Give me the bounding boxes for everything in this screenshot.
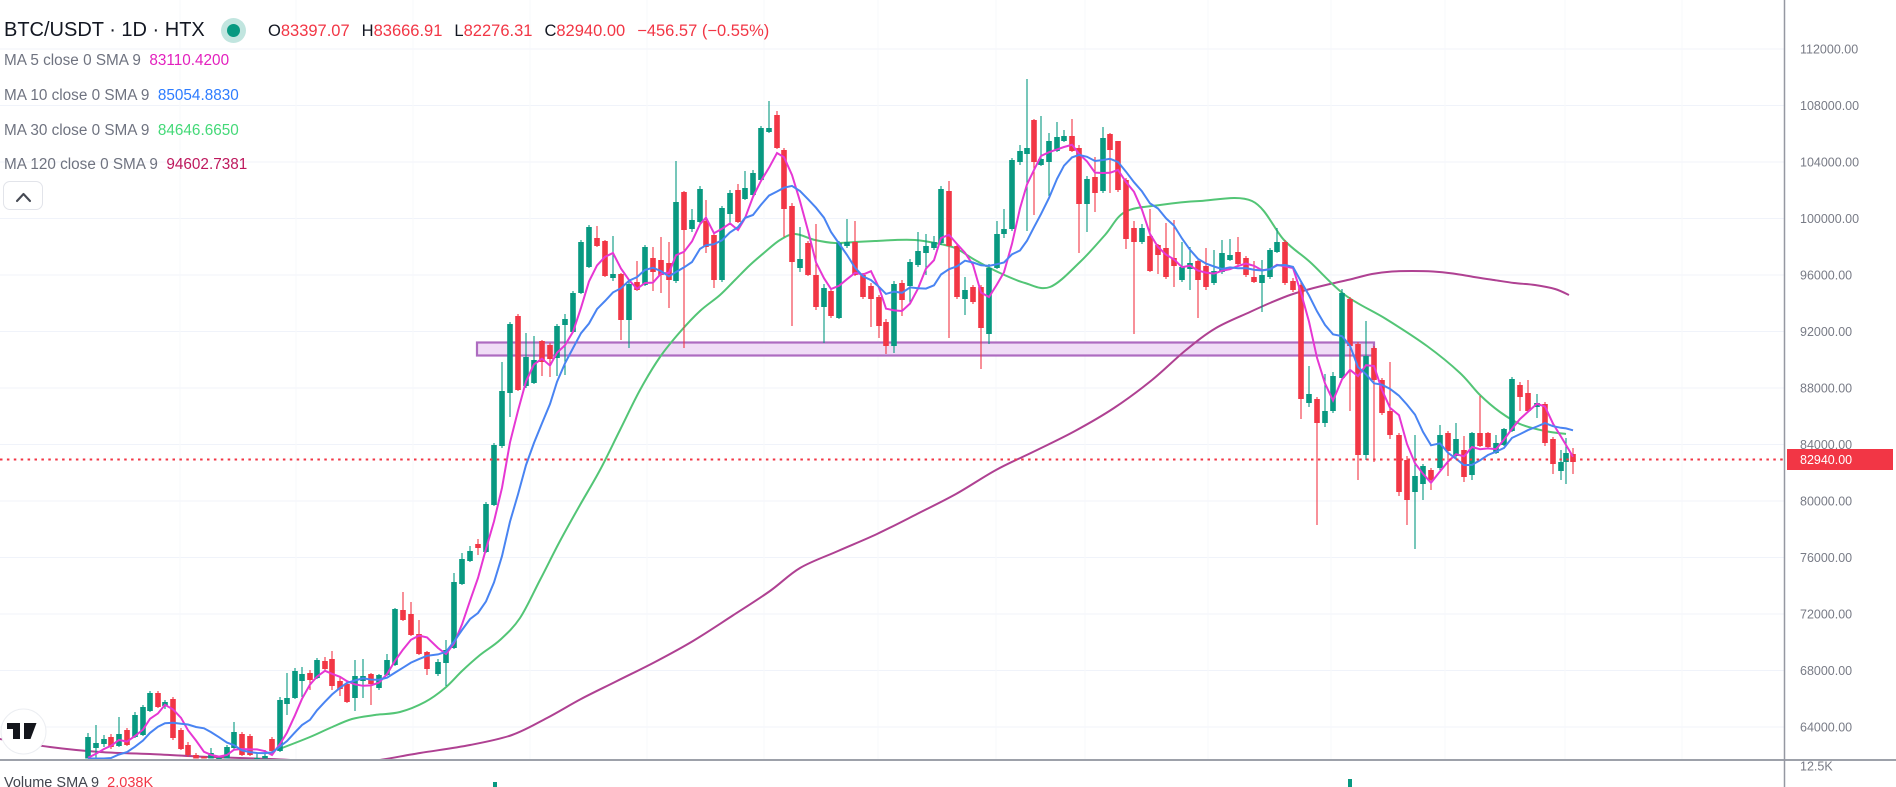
svg-text:68000.00: 68000.00 — [1800, 664, 1852, 678]
svg-text:82940.00: 82940.00 — [1800, 453, 1852, 467]
svg-text:92000.00: 92000.00 — [1800, 325, 1852, 339]
svg-text:100000.00: 100000.00 — [1800, 212, 1859, 226]
svg-text:96000.00: 96000.00 — [1800, 268, 1852, 282]
svg-text:80000.00: 80000.00 — [1800, 494, 1852, 508]
svg-text:108000.00: 108000.00 — [1800, 99, 1859, 113]
svg-text:64000.00: 64000.00 — [1800, 720, 1852, 734]
svg-text:104000.00: 104000.00 — [1800, 155, 1859, 169]
svg-text:76000.00: 76000.00 — [1800, 551, 1852, 565]
svg-text:84000.00: 84000.00 — [1800, 438, 1852, 452]
svg-text:88000.00: 88000.00 — [1800, 381, 1852, 395]
svg-text:112000.00: 112000.00 — [1800, 42, 1858, 56]
svg-text:12.5K: 12.5K — [1800, 759, 1833, 773]
svg-text:72000.00: 72000.00 — [1800, 607, 1852, 621]
